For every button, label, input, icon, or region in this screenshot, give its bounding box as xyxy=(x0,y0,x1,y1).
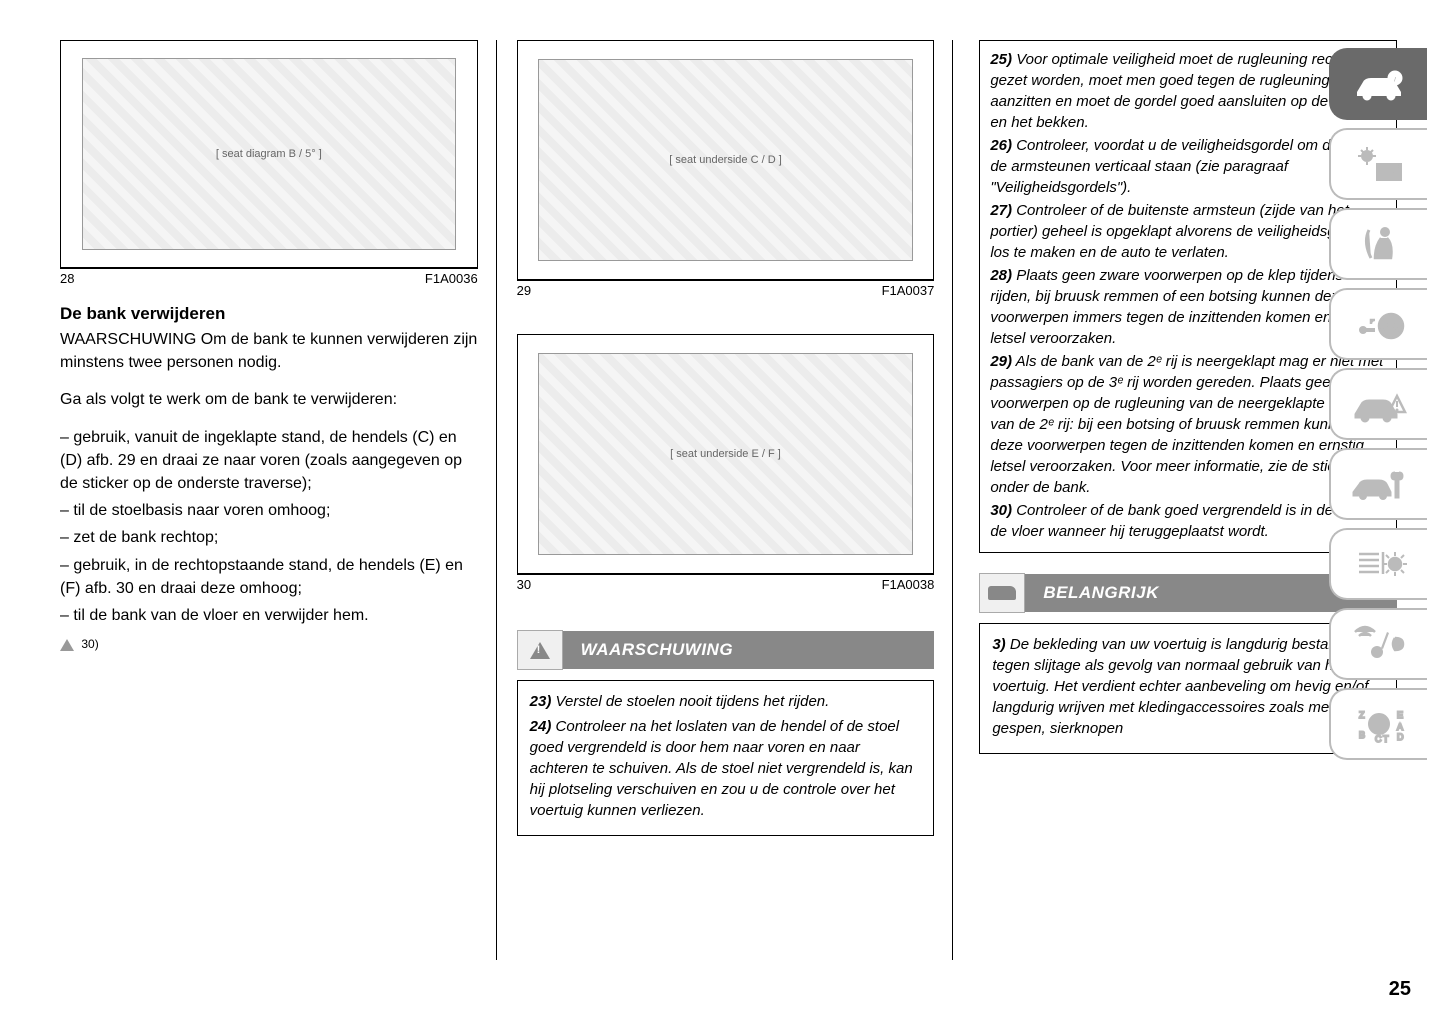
warning-item: 29) Als de bank van de 2ᵉ rij is neergek… xyxy=(990,351,1386,498)
warning-ref-number: 30) xyxy=(81,637,98,651)
figure-29-caption: 29 F1A0037 xyxy=(517,280,935,298)
figure-30-caption: 30 F1A0038 xyxy=(517,574,935,592)
figure-number: 29 xyxy=(517,283,531,298)
figure-30: [ seat underside E / F ] xyxy=(517,334,935,574)
tab-safety[interactable] xyxy=(1329,208,1427,280)
step-item: – til de bank van de vloer en verwijder … xyxy=(60,604,478,627)
svg-text:i: i xyxy=(1394,74,1397,85)
tab-index[interactable]: ZB EAD CT xyxy=(1329,688,1427,760)
warning-callout-box: 23) Verstel de stoelen nooit tijdens het… xyxy=(517,680,935,836)
page-number: 25 xyxy=(1389,978,1411,1001)
tab-technical-data[interactable] xyxy=(1329,528,1427,600)
intro-paragraph: Ga als volgt te werk om de bank te verwi… xyxy=(60,388,478,411)
warning-item: 26) Controleer, voordat u de veiligheids… xyxy=(990,135,1386,198)
svg-text:D: D xyxy=(1397,732,1404,742)
tab-multimedia[interactable] xyxy=(1329,608,1427,680)
warning-callout-title: WAARSCHUWING xyxy=(563,631,935,669)
warning-item: 28) Plaats geen zware voorwerpen op de k… xyxy=(990,265,1386,349)
figure-29: [ seat underside C / D ] xyxy=(517,40,935,280)
warning-triangle-icon xyxy=(60,639,74,651)
figure-number: 28 xyxy=(60,271,74,286)
tab-indicators[interactable] xyxy=(1329,128,1427,200)
tab-maintenance[interactable] xyxy=(1329,448,1427,520)
figure-number: 30 xyxy=(517,577,531,592)
warning-paragraph: WAARSCHUWING Om de bank te kunnen verwij… xyxy=(60,328,478,374)
figure-code: F1A0037 xyxy=(882,283,935,298)
figure-28-illustration: [ seat diagram B / 5° ] xyxy=(82,58,456,250)
section-tabs: i ZB EAD CT xyxy=(1329,48,1427,760)
warning-item: 24) Controleer na het loslaten van de he… xyxy=(530,716,922,821)
svg-text:B: B xyxy=(1359,730,1365,740)
warning-item: 27) Controleer of de buitenste armsteun … xyxy=(990,200,1386,263)
step-item: – zet de bank rechtop; xyxy=(60,526,478,549)
tab-emergency[interactable] xyxy=(1329,368,1427,440)
figure-28: [ seat diagram B / 5° ] xyxy=(60,40,478,268)
svg-text:E: E xyxy=(1397,710,1403,720)
important-item: 3) De bekleding van uw voertuig is langd… xyxy=(992,634,1384,739)
page-columns: [ seat diagram B / 5° ] 28 F1A0036 De ba… xyxy=(60,40,1415,960)
figure-29-illustration: [ seat underside C / D ] xyxy=(538,59,912,261)
column-2: [ seat underside C / D ] 29 F1A0037 [ se… xyxy=(517,40,954,960)
step-item: – til de stoelbasis naar voren omhoog; xyxy=(60,499,478,522)
warning-item: 30) Controleer of de bank goed vergrende… xyxy=(990,500,1386,542)
figure-code: F1A0038 xyxy=(882,577,935,592)
warning-reference: 30) xyxy=(60,637,478,651)
figure-code: F1A0036 xyxy=(425,271,478,286)
tab-vehicle-info[interactable]: i xyxy=(1329,48,1427,120)
warning-triangle-icon xyxy=(517,630,563,670)
warning-item: 23) Verstel de stoelen nooit tijdens het… xyxy=(530,691,922,712)
svg-text:A: A xyxy=(1397,722,1403,732)
figure-30-illustration: [ seat underside E / F ] xyxy=(538,353,912,555)
step-item: – gebruik, vanuit de ingeklapte stand, d… xyxy=(60,426,478,496)
section-heading: De bank verwijderen xyxy=(60,304,478,324)
figure-28-caption: 28 F1A0036 xyxy=(60,268,478,286)
step-item: – gebruik, in de rechtopstaande stand, d… xyxy=(60,554,478,600)
svg-text:Z: Z xyxy=(1359,710,1365,720)
column-1: [ seat diagram B / 5° ] 28 F1A0036 De ba… xyxy=(60,40,497,960)
svg-text:T: T xyxy=(1383,734,1389,744)
car-icon xyxy=(979,573,1025,613)
warning-callout-header: WAARSCHUWING xyxy=(517,630,935,670)
warning-item: 25) Voor optimale veiligheid moet de rug… xyxy=(990,49,1386,133)
tab-starting-driving[interactable] xyxy=(1329,288,1427,360)
svg-text:C: C xyxy=(1375,734,1382,744)
